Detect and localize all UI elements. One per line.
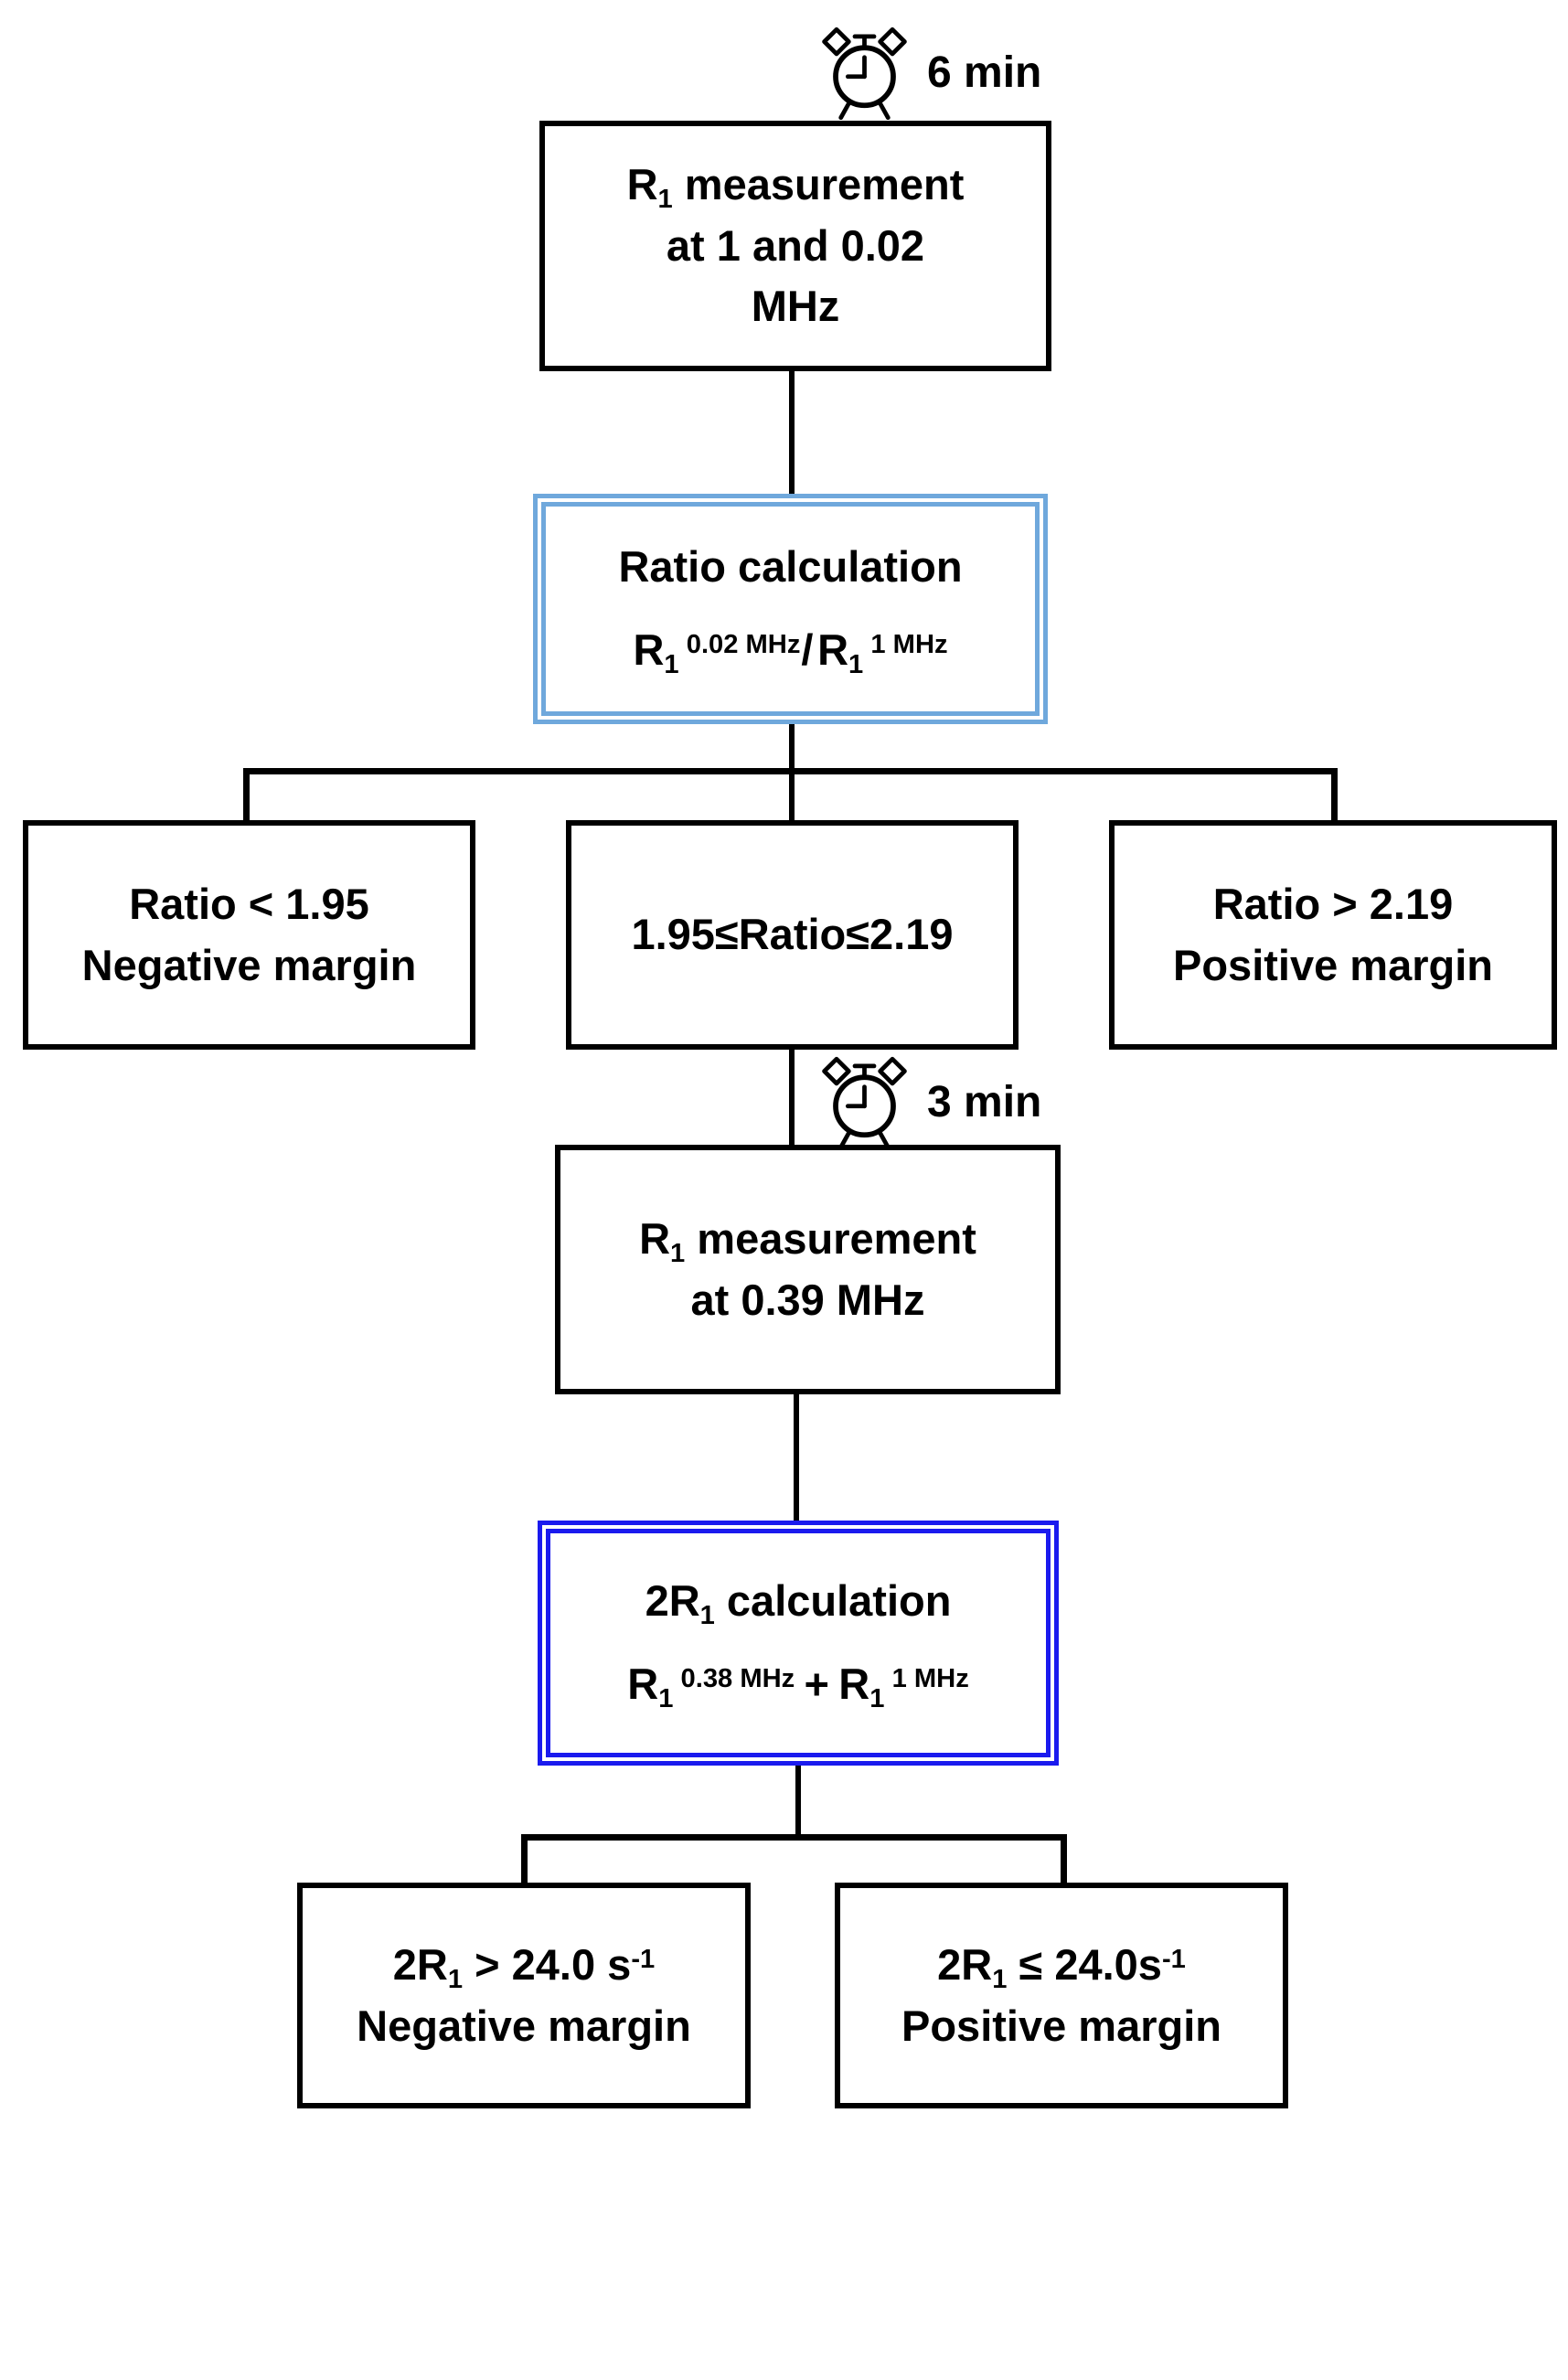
node-text-line: MHz [751,282,840,331]
node-text-line: Ratio > 2.19 [1212,879,1454,928]
node-text-line: R1 measurement [639,1213,976,1268]
node-text-line: 1.95≤Ratio≤2.19 [631,910,954,959]
node-text-line: at 1 and 0.02 [666,220,925,270]
alarm-clock-icon [822,1056,907,1150]
connector-mid-to-measure2 [789,1050,795,1147]
ratio-formula: R10.02 MHz/R11 MHz [633,625,948,679]
node-ratio-calculation: Ratio calculation R10.02 MHz/R11 MHz [533,494,1048,724]
connector-bottom-left [521,1834,528,1885]
sum-formula: R10.38 MHz + R11 MHz [627,1660,969,1713]
timer-3min-label: 3 min [927,1077,1042,1126]
connector-branch-bar-bottom [521,1834,1067,1841]
node-text-line: Positive margin [901,2001,1221,2050]
connector-branch-right [1331,768,1338,821]
node-r1-measurement-2: R1 measurement at 0.39 MHz [555,1145,1061,1394]
connector-branch-left [243,768,250,821]
node-text-line: Ratio < 1.95 [129,879,369,928]
node-text-line: 2R1 > 24.0 s-1 [392,1939,656,1994]
node-text-line: Negative margin [81,940,417,989]
connector-top-to-ratio [789,369,795,497]
timer-6min: 6 min [816,20,1041,125]
connector-bottom-right [1061,1834,1067,1885]
node-title: 2R1 calculation [645,1576,952,1630]
node-ratio-low: Ratio < 1.95 Negative margin [23,820,475,1050]
node-text-line: R1 measurement [626,159,965,214]
node-text-line: at 0.39 MHz [690,1275,925,1324]
node-2r1-high: 2R1 > 24.0 s-1 Negative margin [297,1883,751,2108]
alarm-clock-icon [822,27,907,121]
node-r1-measurement-1: R1 measurement at 1 and 0.02 MHz [539,121,1051,371]
node-2r1-calculation: 2R1 calculation R10.38 MHz + R11 MHz [538,1521,1059,1766]
node-ratio-high: Ratio > 2.19 Positive margin [1109,820,1557,1050]
connector-branch-bar-top [243,768,1338,774]
node-text-line: Positive margin [1173,940,1493,989]
timer-3min: 3 min [816,1050,1041,1155]
node-text-line: 2R1 ≤ 24.0s-1 [937,1939,1186,1994]
node-ratio-in-range: 1.95≤Ratio≤2.19 [566,820,1019,1050]
node-2r1-low: 2R1 ≤ 24.0s-1 Positive margin [835,1883,1288,2108]
connector-sum-to-bar [795,1766,801,1839]
connector-measure2-to-sum [794,1394,799,1522]
timer-6min-label: 6 min [927,48,1042,97]
node-text-line: Negative margin [357,2001,691,2050]
node-title: Ratio calculation [618,542,963,592]
